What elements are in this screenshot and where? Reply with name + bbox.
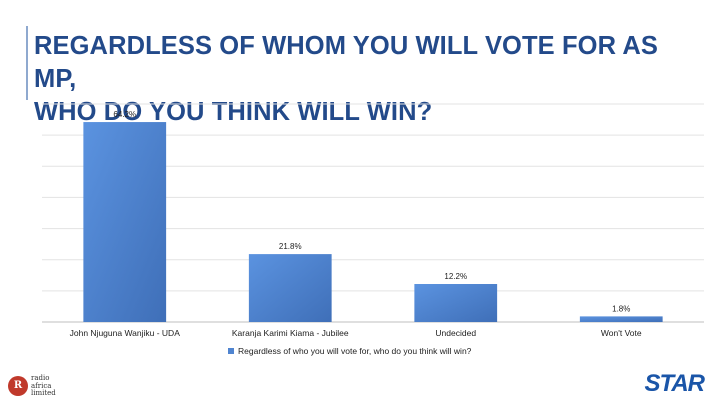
bar-value-label: 21.8% xyxy=(279,242,302,251)
chart-bars xyxy=(83,122,663,322)
bar xyxy=(579,316,663,322)
bar-value-label: 12.2% xyxy=(444,272,467,281)
title-line-2: WHO DO YOU THINK WILL WIN? xyxy=(34,98,433,126)
bar-value-label: 64.2% xyxy=(113,110,136,119)
chart-legend: Regardless of who you will vote for, who… xyxy=(228,346,471,356)
radio-africa-mark-icon: R xyxy=(8,376,28,397)
legend-swatch xyxy=(228,348,234,354)
category-label: Undecided xyxy=(435,328,476,338)
bar xyxy=(83,122,167,322)
bar xyxy=(414,284,498,322)
bar-value-label: 1.8% xyxy=(612,304,630,313)
legend-label: Regardless of who you will vote for, who… xyxy=(238,346,472,356)
page-title: REGARDLESS OF WHOM YOU WILL VOTE FOR AS … xyxy=(34,30,694,129)
title-accent-rule xyxy=(26,26,28,100)
category-label: John Njuguna Wanjiku - UDA xyxy=(70,328,181,338)
bar xyxy=(248,254,332,322)
category-label: Won't Vote xyxy=(601,328,642,338)
category-label: Karanja Karimi Kiama - Jubilee xyxy=(232,328,349,338)
chart-category-labels: John Njuguna Wanjiku - UDA Karanja Karimi… xyxy=(70,328,642,338)
title-line-1: REGARDLESS OF WHOM YOU WILL VOTE FOR AS … xyxy=(34,32,658,93)
chart-bar-labels: 64.2% 21.8% 12.2% 1.8% xyxy=(113,110,630,313)
the-star-logo: STAR xyxy=(644,370,705,397)
radio-africa-logo: R radio africa limited xyxy=(8,374,56,398)
radio-africa-logo-text: radio africa limited xyxy=(31,374,56,397)
